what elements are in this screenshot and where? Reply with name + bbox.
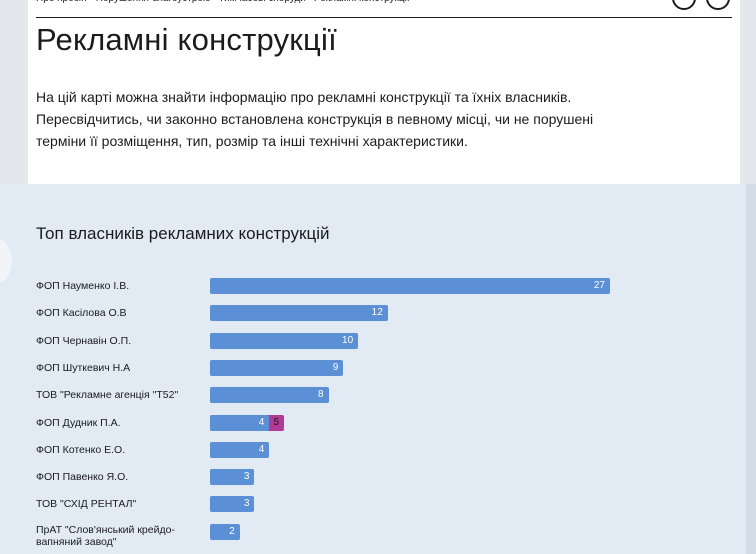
category-label: ФОП Касілова О.В	[36, 307, 127, 320]
nav-link[interactable]: Тимчасові споруди	[218, 0, 305, 4]
category-label: ФОП Павенко Я.О.	[36, 471, 129, 484]
value-label: 2	[229, 525, 235, 537]
chart-title: Топ власників рекламних конструкцій	[36, 224, 330, 243]
nav-link[interactable]: Про проєкт	[36, 0, 88, 4]
bar	[210, 414, 270, 431]
nav: Про проєкт Порушення благоустрою Тимчасові…	[36, 0, 418, 4]
value-label: 10	[342, 334, 354, 346]
nav-link[interactable]: Порушення благоустрою	[96, 0, 211, 4]
bar	[210, 332, 359, 349]
value-label: 8	[317, 389, 324, 401]
category-label: ПрАТ "Слов'янський крейдо-вапняний завод…	[36, 523, 175, 548]
description: На цій карті можна знайти інформацію про…	[36, 89, 594, 149]
nav-link[interactable]: Рекламні конструкції	[314, 0, 410, 4]
value-label: 27	[593, 280, 605, 291]
value-label: 3	[243, 471, 250, 483]
chart-section	[0, 184, 756, 554]
category-label: ФОП Науменко І.В.	[36, 280, 130, 292]
bar	[210, 387, 329, 404]
value-label: 5	[273, 416, 280, 428]
divider	[36, 17, 732, 18]
value-label: 9	[332, 361, 339, 373]
header-card	[28, 0, 740, 184]
bar	[210, 305, 388, 322]
bar	[210, 278, 610, 294]
category-label: ФОП Чернавін О.П.	[36, 334, 132, 347]
value-label: 4	[258, 443, 265, 455]
category-label: ФОП Шуткевич Н.А	[36, 361, 131, 374]
scroll-edge	[746, 184, 756, 554]
category-label: ФОП Котенко Е.О.	[36, 443, 126, 456]
category-label: ТОВ "Рекламне агенція "Т52"	[36, 389, 179, 402]
category-label: ФОП Дудник П.А.	[36, 416, 121, 429]
page-title: Рекламні конструкції	[36, 22, 337, 57]
value-label: 12	[371, 307, 383, 319]
bar	[210, 469, 255, 486]
value-label: 3	[243, 498, 250, 510]
bar	[210, 523, 240, 540]
category-label: ТОВ "СХІД РЕНТАЛ"	[36, 498, 137, 511]
bar	[210, 496, 255, 513]
bar	[210, 441, 270, 458]
bar	[210, 359, 344, 376]
value-label: 4	[258, 416, 265, 428]
decoration	[0, 238, 12, 284]
